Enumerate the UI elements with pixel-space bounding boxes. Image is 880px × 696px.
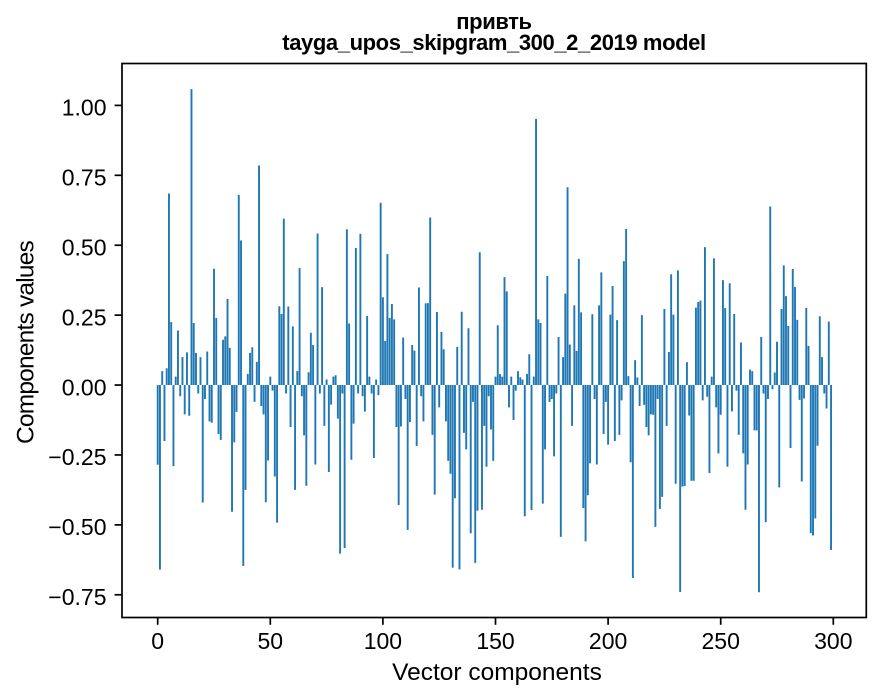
svg-text:привть: привть [456,9,531,34]
svg-text:0.25: 0.25 [62,304,107,330]
svg-text:0: 0 [151,628,164,654]
svg-text:50: 50 [258,628,284,654]
svg-text:0.00: 0.00 [62,374,107,400]
svg-text:−0.25: −0.25 [48,444,106,470]
svg-text:250: 250 [702,628,740,654]
svg-text:Components values: Components values [13,240,40,443]
svg-text:200: 200 [589,628,627,654]
svg-text:tayga_upos_skipgram_300_2_2019: tayga_upos_skipgram_300_2_2019 model [282,30,705,55]
svg-text:Vector components: Vector components [392,659,602,686]
svg-text:−0.50: −0.50 [48,514,106,540]
svg-text:−0.75: −0.75 [48,584,106,610]
svg-text:150: 150 [476,628,514,654]
svg-text:100: 100 [364,628,402,654]
svg-text:300: 300 [814,628,852,654]
svg-text:0.75: 0.75 [62,165,107,191]
svg-text:0.50: 0.50 [62,234,107,260]
svg-text:1.00: 1.00 [62,95,107,121]
